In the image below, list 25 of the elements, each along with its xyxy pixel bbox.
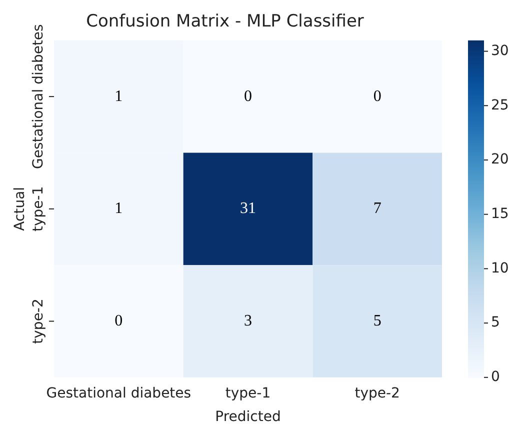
color-bar-label: 15 [491,206,509,222]
data-label: 3 [244,312,252,330]
y-tick-label: type-2 [30,298,47,344]
x-tick-label: Gestational diabetes [46,385,192,402]
data-label: 31 [240,200,256,218]
data-label: 1 [114,200,123,218]
data-label: 7 [373,200,382,218]
y-tick-label: type-1 [30,186,47,232]
color-bar-label: 20 [491,152,509,168]
data-label: 0 [114,312,123,330]
y-axis-title: Actual [12,186,28,231]
data-label: 5 [373,312,382,330]
color-bar-label: 25 [491,97,509,114]
color-bar-label: 30 [491,42,509,59]
data-label: 0 [244,88,252,105]
data-label: 0 [373,88,382,105]
color-bar-label: 5 [491,314,500,331]
chart-title: Confusion Matrix - MLP Classifier [86,12,364,32]
x-tick-label: type-1 [225,385,271,402]
color-bar-label: 10 [491,260,509,276]
x-axis-title: Predicted [215,409,281,426]
x-tick-label: type-2 [354,385,400,402]
y-tick-label: Gestational diabetes [30,24,47,169]
data-label: 1 [114,88,123,105]
color-bar-label: 0 [491,369,500,386]
